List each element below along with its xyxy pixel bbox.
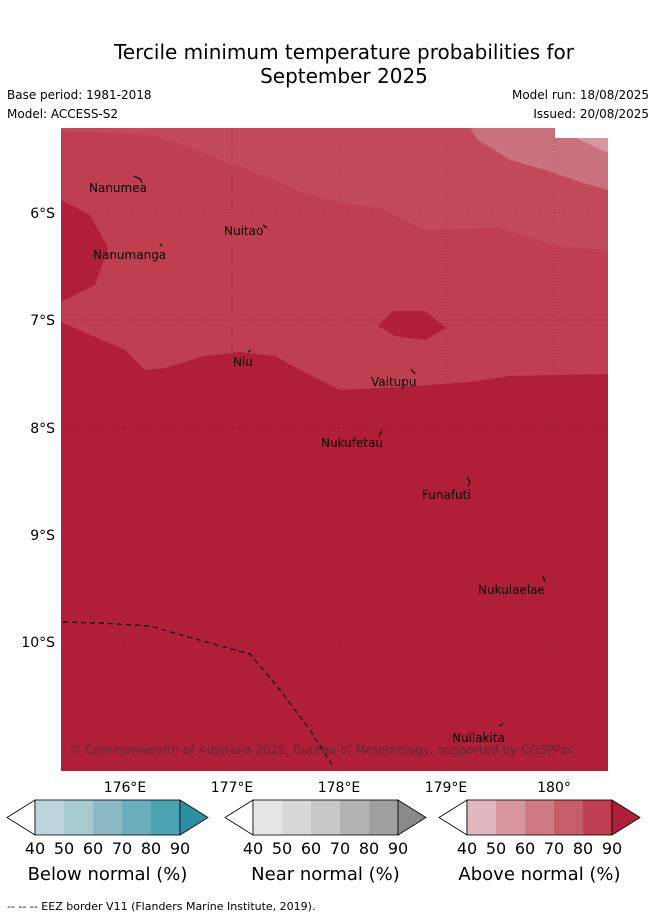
colorbar-near-normal: 40 50 60 70 80 90 Near normal (%) [224, 799, 427, 885]
model-name: Model: ACCESS-S2 [7, 107, 119, 121]
colorbar-segment [611, 799, 641, 836]
map-figure: Nanumea Nuitao Nanumanga Niu Vaitupu Nuk… [6, 128, 641, 885]
colorbar-tick-label: 50 [272, 839, 292, 858]
place-label: Nanumanga [93, 248, 166, 262]
colorbar-title: Near normal (%) [251, 864, 400, 885]
lat-tick-label: 8°S [30, 421, 55, 437]
colorbar-segment [311, 800, 340, 835]
lon-tick-label: 180° [537, 780, 571, 796]
colorbar-segment [369, 800, 398, 835]
zone-above-70 [61, 128, 608, 250]
colorbar-tick-label: 70 [330, 839, 350, 858]
eez-footnote: -- -- -- EEZ border V11 (Flanders Marine… [7, 900, 316, 913]
zone-above-90-west [61, 200, 108, 302]
lon-tick-label: 178°E [318, 780, 361, 796]
issued-date: Issued: 20/08/2025 [533, 107, 649, 121]
zone-above-60 [470, 128, 608, 190]
lat-tick-label: 7°S [30, 313, 55, 329]
colorbar-tick-label: 50 [54, 839, 74, 858]
colorbar-segment [64, 800, 93, 835]
colorbar-segment [122, 800, 151, 835]
colorbar-title: Below normal (%) [28, 864, 188, 885]
eez-border-line [62, 621, 335, 769]
colorbar-tick-label: 60 [515, 839, 535, 858]
colorbar-segment [397, 799, 427, 836]
colorbar-tick-label: 90 [388, 839, 408, 858]
colorbar-segment [282, 800, 311, 835]
place-label: Nanumea [89, 181, 147, 195]
colorbar-segment [583, 800, 612, 835]
place-label: Niu [233, 355, 253, 369]
lon-tick-label: 179°E [425, 780, 468, 796]
map-title: Tercile minimum temperature probabilitie… [0, 40, 655, 88]
colorbar-segment [6, 799, 36, 836]
colorbar-above-normal: 40 50 60 70 80 90 Above normal (%) [438, 799, 641, 885]
place-label: Nukulaelae [478, 583, 545, 597]
island-shape [378, 429, 383, 438]
title-line-1: Tercile minimum temperature probabilitie… [113, 40, 575, 64]
zone-above-90-island [378, 311, 446, 340]
colorbar-segment [438, 799, 468, 836]
colorbar-segment [35, 800, 64, 835]
island-shape [133, 175, 143, 184]
colorbar-tick-label: 90 [602, 839, 622, 858]
colorbar-segment [93, 800, 122, 835]
island-shape [262, 224, 268, 229]
place-label: Funafuti [422, 488, 471, 502]
colorbar-segment [179, 799, 209, 836]
lat-tick-label: 10°S [21, 635, 55, 651]
base-period: Base period: 1981-2018 [7, 88, 152, 102]
colorbar-segment [340, 800, 369, 835]
islands [133, 175, 546, 727]
no-data-patch [555, 128, 608, 138]
colorbar-tick-label: 60 [301, 839, 321, 858]
island-shape [466, 476, 471, 487]
colorbar-segment [151, 800, 180, 835]
colorbar-tick-label: 40 [25, 839, 45, 858]
title-line-2: September 2025 [260, 64, 428, 88]
probability-field [61, 128, 608, 771]
place-label: Nuilakita [452, 731, 505, 745]
place-label: Nukufetau [321, 436, 383, 450]
place-label: Nuitao [224, 224, 263, 238]
island-shape [410, 368, 416, 375]
island-shape [159, 243, 163, 247]
colorbar-segment [525, 800, 554, 835]
colorbar-segment [224, 799, 254, 836]
colorbar-segment [554, 800, 583, 835]
colorbar-segment [467, 800, 496, 835]
colorbar-tick-label: 80 [359, 839, 379, 858]
lon-tick-label: 177°E [211, 780, 254, 796]
island-shape [498, 723, 504, 727]
copyright-notice: © Commonwealth of Australia 2025, Bureau… [69, 743, 574, 757]
lat-tick-label: 6°S [30, 206, 55, 222]
colorbar-tick-label: 40 [457, 839, 477, 858]
lon-tick-label: 176°E [104, 780, 147, 796]
model-run: Model run: 18/08/2025 [511, 88, 649, 102]
colorbar-tick-label: 80 [141, 839, 161, 858]
place-label: Vaitupu [371, 375, 417, 389]
colorbar-tick-label: 60 [83, 839, 103, 858]
gridlines [61, 128, 608, 771]
island-shape [542, 575, 546, 583]
lat-tick-label: 9°S [30, 528, 55, 544]
colorbar-below-normal: 40 50 60 70 80 90 Below normal (%) [6, 799, 209, 885]
colorbar-title: Above normal (%) [458, 864, 620, 885]
island-shape [247, 349, 252, 353]
colorbar-tick-label: 70 [112, 839, 132, 858]
colorbar-tick-label: 50 [486, 839, 506, 858]
colorbar-segment [496, 800, 525, 835]
colorbar-tick-label: 70 [544, 839, 564, 858]
colorbar-tick-label: 90 [170, 839, 190, 858]
colorbar-tick-label: 80 [573, 839, 593, 858]
colorbar-segment [253, 800, 282, 835]
colorbar-tick-label: 40 [243, 839, 263, 858]
